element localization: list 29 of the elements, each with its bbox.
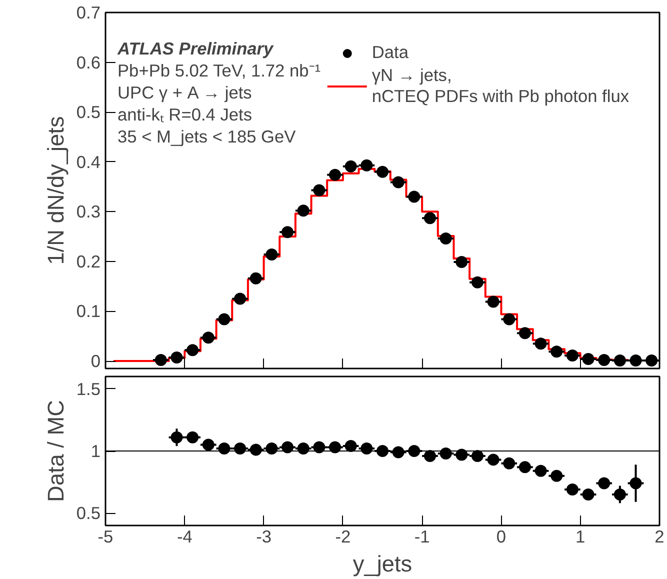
y-tick-label: 0.3 (76, 202, 101, 222)
x-tick-label: -5 (98, 526, 114, 546)
y-axis-title: Data / MC (42, 400, 68, 502)
y-tick-label: 1 (90, 441, 101, 461)
y-tick-label: 0.6 (76, 52, 101, 72)
y-tick-label: 0.4 (76, 152, 101, 172)
x-tick-label: 2 (654, 526, 664, 546)
y-tick-label: 0 (90, 351, 101, 372)
x-tick-label: 1 (576, 526, 586, 546)
y-tick-label: 0.2 (76, 251, 101, 272)
y-tick-label: 0.5 (76, 503, 101, 524)
x-tick-label: -2 (335, 526, 351, 546)
x-tick-label: 0 (496, 526, 506, 546)
x-tick-label: -1 (414, 526, 430, 546)
x-axis-title: y_jets (352, 550, 412, 576)
annotation: UPC γ + A → jets (118, 82, 252, 102)
annotation: 35 < M_jets < 185 GeV (118, 126, 296, 146)
annotation: anti-kₜ R=0.4 Jets (118, 104, 252, 124)
y-tick-label: 0.5 (76, 102, 101, 122)
x-tick-label: -3 (256, 526, 272, 546)
y-tick-label: 0.1 (76, 301, 101, 322)
annotation: ATLAS Preliminary (116, 38, 275, 58)
annotation: Pb+Pb 5.02 TeV, 1.72 nb⁻¹ (118, 60, 321, 80)
legend-label: γN → jets, nCTEQ PDFs with Pb photon flux (372, 65, 629, 107)
y-tick-label: 1.5 (76, 378, 101, 399)
legend-label: Data (372, 42, 408, 63)
y-tick-label: 0.7 (76, 2, 101, 22)
x-tick-label: -4 (176, 526, 193, 546)
y-axis-title: 1/N dN/dy_jets (42, 116, 68, 265)
